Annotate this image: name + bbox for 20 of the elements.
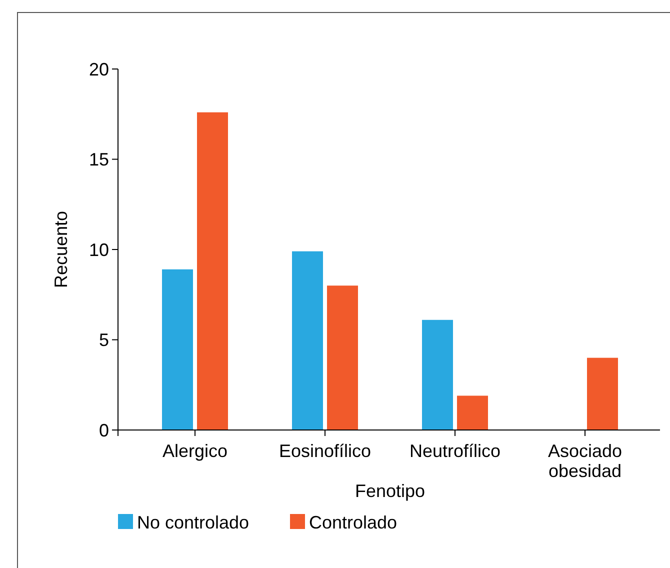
bar — [422, 320, 453, 430]
legend-label: No controlado — [137, 512, 250, 532]
y-tick-label: 5 — [98, 330, 109, 350]
y-axis-title: Recuento — [51, 210, 71, 288]
x-tick-label: Alergico — [162, 441, 228, 461]
bar — [197, 112, 228, 430]
y-tick-label: 15 — [88, 150, 109, 170]
x-tick-label: Asociado obesidad — [548, 441, 622, 481]
bar — [162, 269, 193, 430]
y-tick-label: 20 — [88, 59, 109, 80]
legend-label: Controlado — [309, 512, 398, 532]
bar — [327, 286, 358, 430]
x-tick-label: Neutrofílico — [409, 441, 501, 461]
x-axis-title: Fenotipo — [354, 481, 426, 501]
y-tick-label: 0 — [98, 420, 109, 440]
x-tick-label: Eosinofílico — [278, 441, 372, 461]
bar — [292, 251, 323, 430]
bar — [587, 358, 618, 430]
y-tick-label: 10 — [88, 240, 109, 260]
bar — [457, 396, 488, 430]
